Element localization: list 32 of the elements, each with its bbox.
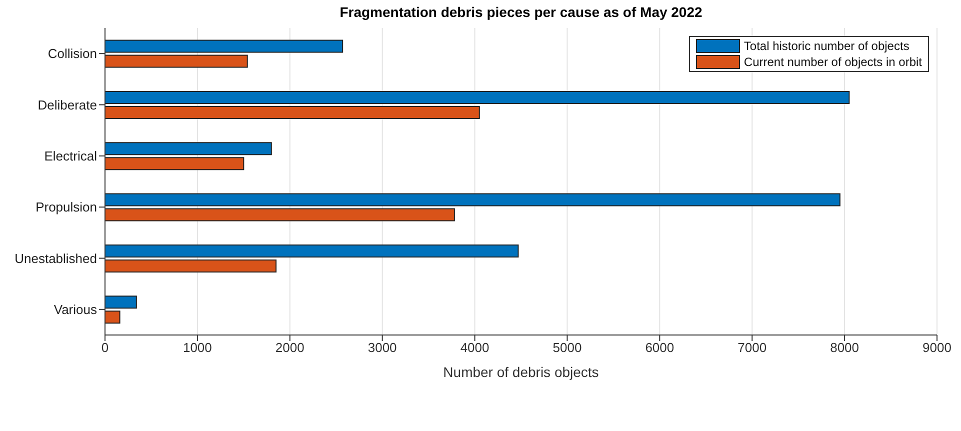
x-tick-label: 3000	[368, 340, 397, 356]
x-axis-title: Number of debris objects	[443, 364, 599, 380]
x-tick-label: 5000	[552, 340, 582, 356]
x-tick-label: 2000	[275, 340, 304, 356]
y-tick-label: Unestablished	[14, 250, 97, 266]
bar	[105, 157, 244, 170]
bar	[105, 208, 455, 222]
bar	[105, 90, 850, 104]
bar	[105, 259, 277, 272]
bar	[105, 40, 344, 53]
bar	[105, 54, 248, 68]
y-tick-label: Propulsion	[36, 200, 97, 215]
chart-title: Fragmentation debris pieces per cause as of May 2022	[338, 4, 704, 20]
x-tick-label: 6000	[645, 340, 674, 356]
bar	[105, 310, 120, 324]
bar	[105, 244, 519, 258]
bar	[105, 106, 480, 119]
y-tick-label: Collision	[48, 46, 97, 62]
legend-label: Total historic number of objects	[744, 38, 910, 54]
x-tick-label: 4000	[460, 340, 490, 356]
x-tick-label: 1000	[182, 340, 212, 356]
x-tick-label: 8000	[830, 340, 860, 356]
y-tick-label: Deliberate	[38, 97, 97, 112]
bar	[105, 193, 840, 206]
legend-label: Current number of objects in orbit	[744, 54, 922, 70]
x-tick-label: 0	[101, 340, 109, 356]
bar	[105, 142, 272, 156]
y-tick-label: Electrical	[44, 148, 98, 164]
x-tick-label: 9000	[922, 340, 952, 356]
x-tick-label: 7000	[738, 340, 767, 356]
bar	[105, 296, 137, 309]
y-tick-label: Various	[54, 302, 98, 318]
